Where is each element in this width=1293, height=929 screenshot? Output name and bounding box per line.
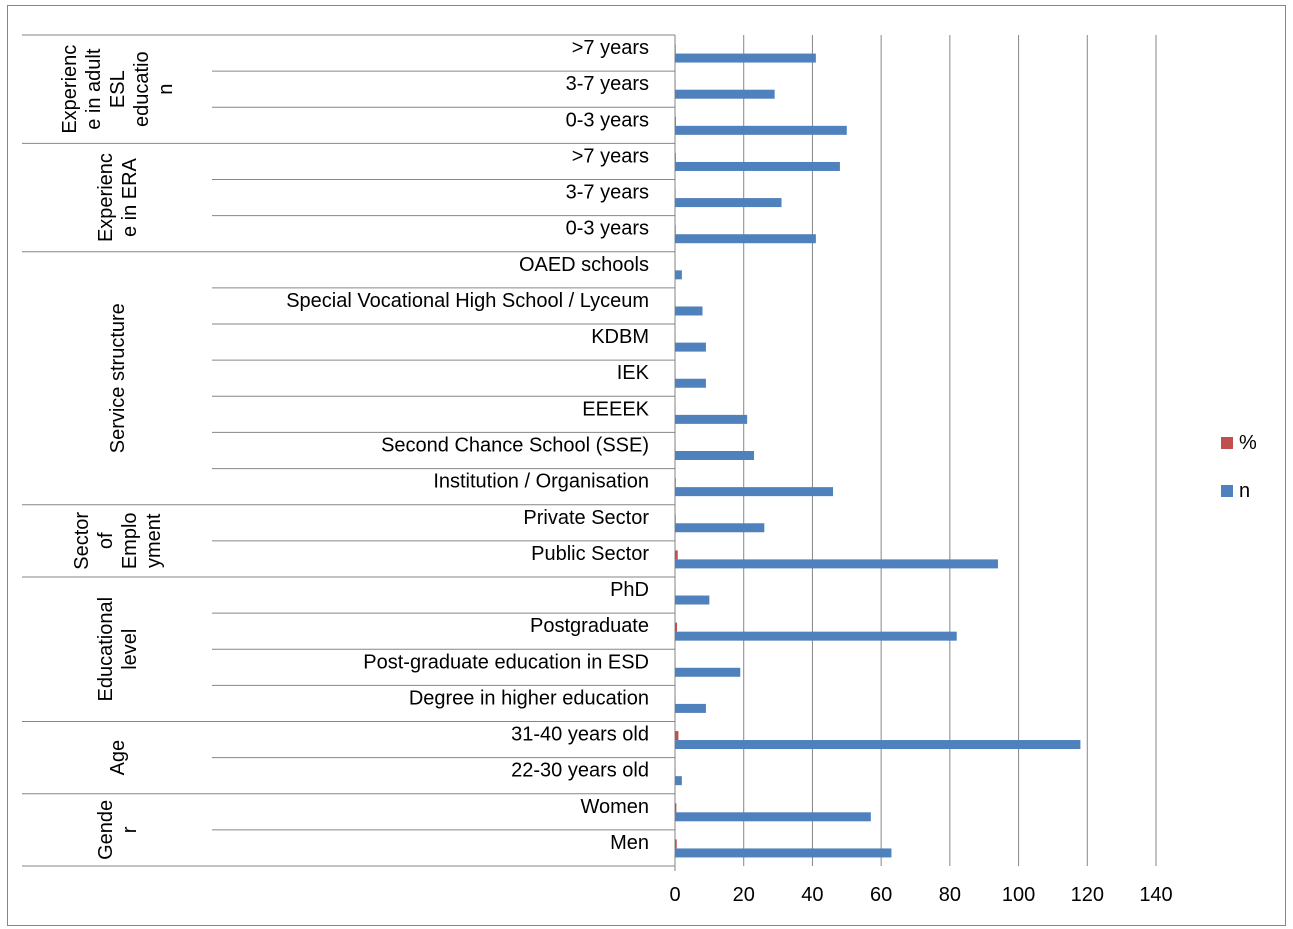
category-label: 31-40 years old (511, 724, 649, 746)
x-tick-label: 20 (733, 884, 755, 906)
bar-n (675, 125, 847, 135)
bar-percent (675, 442, 676, 451)
bar-percent (675, 333, 676, 343)
category-label: Women (580, 796, 649, 818)
bar-percent (675, 622, 678, 632)
gridlines (743, 35, 1157, 866)
group-label: Sector of Emplo yment (71, 512, 165, 570)
category-label: KDBM (591, 326, 649, 348)
x-tick-label: 100 (1002, 884, 1035, 906)
legend-label: n (1239, 480, 1250, 502)
bar-n (675, 89, 775, 99)
bar-percent (675, 152, 676, 162)
category-label: Second Chance School (SSE) (381, 435, 649, 457)
bar-n (675, 740, 1081, 750)
bar-percent (675, 514, 676, 524)
category-label: EEEEK (582, 398, 649, 420)
legend-swatch (1221, 485, 1233, 497)
bar-percent (675, 731, 679, 741)
bar-n (675, 234, 816, 244)
bar-n (675, 703, 706, 713)
bar-n (675, 559, 998, 569)
bars (675, 44, 1081, 858)
bar-n (675, 198, 782, 208)
category-label: IEK (617, 362, 650, 384)
bar-n (675, 161, 840, 171)
legend: %n (1221, 432, 1257, 502)
bar-n (675, 776, 682, 786)
bar-percent (675, 803, 677, 813)
bar-percent (675, 189, 676, 199)
bar-n (675, 378, 706, 388)
bar-n (675, 848, 892, 858)
bar-n (675, 342, 706, 352)
bar-percent (675, 767, 676, 777)
category-label: 3-7 years (566, 73, 649, 95)
x-tick-label: 60 (870, 884, 892, 906)
category-label: 0-3 years (566, 218, 649, 240)
group-label: Educational level (95, 597, 141, 702)
group-label: Gende r (95, 800, 141, 860)
category-label: >7 years (572, 37, 649, 59)
category-label: Post-graduate education in ESD (363, 651, 649, 673)
bar-percent (675, 116, 676, 126)
category-axis-frame (22, 34, 676, 871)
bar-percent (675, 478, 676, 488)
x-tick-label: 120 (1071, 884, 1104, 906)
category-label: Institution / Organisation (433, 471, 649, 493)
category-label: Degree in higher education (409, 687, 649, 709)
bar-n (675, 595, 710, 605)
category-labels: >7 years 3-7 years 0-3 years >7 years 3-7 ye… (59, 37, 650, 860)
bar-n (675, 487, 834, 497)
bar-percent (675, 44, 676, 54)
bar-percent (675, 297, 676, 307)
bar-n (675, 667, 741, 677)
bar-percent (675, 658, 676, 668)
category-label: 22-30 years old (511, 760, 649, 782)
group-label: Experienc e in adult ESL educatio n (59, 45, 177, 134)
x-axis-tick-labels: 0 20 40 60 80 100 120 140 (669, 884, 1172, 906)
bar-percent (675, 405, 676, 415)
chart-border (7, 5, 1286, 926)
category-label: 0-3 years (566, 109, 649, 131)
bar-n (675, 523, 765, 533)
category-label: >7 years (572, 145, 649, 167)
bar-n (675, 812, 871, 822)
x-tick-label: 140 (1139, 884, 1172, 906)
bar-percent (675, 586, 676, 596)
bar-percent (675, 694, 676, 704)
bar-percent (675, 369, 676, 379)
category-label: Public Sector (531, 543, 649, 565)
bar-n (675, 414, 748, 424)
category-label: 3-7 years (566, 182, 649, 204)
x-tick-label: 40 (801, 884, 823, 906)
legend-swatch (1221, 437, 1233, 449)
x-tick-label: 80 (939, 884, 961, 906)
group-label: Service structure (107, 303, 129, 453)
group-label: Age (107, 740, 129, 776)
bar-n (675, 631, 957, 641)
bar-percent (675, 839, 677, 849)
bar-percent (675, 80, 676, 90)
category-label: OAED schools (519, 254, 649, 276)
x-tick-label: 0 (669, 884, 680, 906)
bar-n (675, 306, 703, 316)
group-label: Experienc e in ERA (95, 153, 141, 242)
bar-n (675, 53, 816, 63)
category-label: Men (610, 832, 649, 854)
bar-n (675, 270, 682, 280)
category-label: Private Sector (523, 507, 649, 529)
bar-percent (675, 261, 676, 271)
bar-percent (675, 550, 678, 560)
legend-label: % (1239, 432, 1257, 454)
bar-percent (675, 225, 676, 235)
category-label: PhD (610, 579, 649, 601)
category-label: Special Vocational High School / Lyceum (286, 290, 649, 312)
category-label: Postgraduate (530, 615, 649, 637)
bar-n (675, 451, 755, 460)
